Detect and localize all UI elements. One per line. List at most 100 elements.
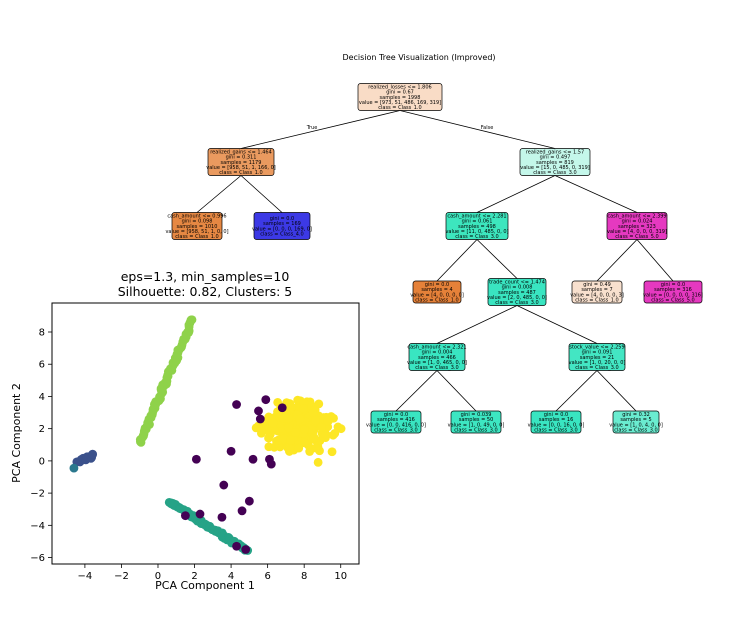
cluster-point	[336, 424, 346, 434]
tree-node-line: class = Class_3.0	[575, 365, 618, 371]
cluster-point	[232, 541, 241, 551]
tree-edge-n6-n9	[596, 239, 638, 282]
cluster-point	[314, 399, 324, 409]
tree-node-line: gini = 0.0	[384, 412, 408, 418]
y-tick-label: −2	[30, 489, 45, 500]
y-tick-label: −4	[30, 521, 45, 532]
tree-edge-n12-n15	[555, 370, 598, 412]
cluster-point	[268, 418, 278, 428]
cluster-point	[266, 459, 276, 469]
tree-node-line: gini = 0.091	[582, 350, 613, 356]
cluster-point	[313, 457, 323, 467]
tree-node-line: value = [1, 0, 4, 0, 0]	[609, 422, 663, 428]
y-tick-label: 4	[39, 392, 45, 403]
tree-node-line: gini = 0.0	[544, 412, 568, 418]
tree-node-box	[171, 212, 223, 240]
tree-node-box	[487, 278, 547, 306]
tree-node-line: value = [11, 0, 485, 0, 0]	[445, 229, 508, 235]
tree-node-line: value = [973, 51, 486, 169, 319]	[359, 100, 441, 106]
cluster-point	[290, 428, 300, 437]
tree-node-line: cash_amount <= 2.321	[407, 344, 466, 350]
y-axis-label: PCA Component 2	[10, 383, 23, 483]
tree-node-line: cash_amount <= 2.281	[447, 213, 506, 219]
cluster-point	[277, 403, 287, 413]
cluster-point	[330, 428, 340, 438]
tree-node-box	[412, 280, 462, 304]
tree-node-line: stock_value <= 2.259	[569, 344, 624, 350]
cluster-point	[255, 414, 265, 424]
tree-node-box	[519, 148, 591, 176]
cluster-point	[217, 512, 227, 522]
cluster-point	[316, 422, 326, 432]
tree-node-line: samples = 498	[458, 224, 496, 230]
cluster-point	[327, 447, 337, 457]
tree-node-line: class = Class_3.0	[454, 428, 497, 434]
tree-edge-n8-n12	[516, 305, 598, 344]
scatter-title-line1: eps=1.3, min_samples=10	[121, 269, 290, 284]
x-tick-label: −4	[78, 571, 93, 582]
cluster-point	[264, 433, 273, 443]
cluster-point	[284, 423, 293, 433]
tree-edge-n12-n16	[596, 370, 637, 412]
tree-node-box	[408, 343, 466, 371]
tree-node-box	[571, 280, 623, 304]
tree-title: Decision Tree Visualization (Improved)	[342, 53, 495, 62]
tree-node-line: class = Class_3.0	[614, 428, 657, 434]
tree-node-line: gini = 0.098	[182, 219, 213, 225]
tree-node-line: samples = 169	[263, 221, 301, 227]
y-tick-label: −6	[30, 553, 45, 564]
cluster-point	[321, 429, 331, 439]
cluster-point	[256, 428, 266, 438]
tree-node-line: value = [958, 51, 1, 0, 0]	[165, 229, 228, 235]
tree-node-box	[207, 148, 275, 176]
tree-node-line: gini = 0.0	[270, 216, 294, 222]
dbscan-scatter-plot: eps=1.3, min_samples=10 Silhouette: 0.82…	[10, 269, 360, 592]
tree-edge-n5-n8	[476, 239, 518, 279]
tree-node-line: cash_amount <= 0.996	[167, 213, 226, 219]
edge-label-false: False	[481, 125, 494, 131]
tree-node-line: gini = 0.004	[422, 350, 453, 356]
tree-edge-n6-n10	[636, 239, 674, 282]
tree-node-line: gini = 0.497	[540, 155, 571, 161]
tree-edge-n0-n2	[399, 110, 556, 149]
cluster-point	[279, 434, 289, 444]
tree-node-box	[530, 410, 582, 434]
tree-node-line: class = Class_3.0	[374, 428, 417, 434]
tree-node-line: samples = 50	[459, 417, 494, 423]
tree-node-line: gini = 0.061	[462, 219, 493, 225]
tree-node-line: value = [1, 0, 49, 0, 0]	[448, 422, 505, 428]
tree-node-line: gini = 0.0	[425, 282, 449, 288]
cluster-point	[311, 415, 320, 425]
tree-node-line: gini = 0.49	[583, 282, 611, 288]
cluster-point	[187, 315, 197, 325]
tree-edge-n11-n14	[436, 370, 477, 412]
tree-node-box	[445, 212, 509, 240]
x-tick-label: 6	[264, 571, 270, 582]
cluster-point	[244, 496, 254, 506]
tree-node-box	[370, 410, 422, 434]
tree-node-box	[612, 410, 660, 434]
tree-node-box	[568, 343, 626, 371]
cluster-point	[180, 511, 190, 521]
y-tick-label: 0	[39, 456, 45, 467]
cluster-point	[298, 403, 308, 413]
tree-node-line: class = Class_3.0	[534, 428, 577, 434]
tree-node-line: samples = 1179	[221, 160, 262, 166]
tree-node-line: value = [958, 51, 1, 166, 0]	[206, 165, 276, 171]
tree-node-line: class = Class_1.0	[175, 234, 218, 240]
tree-node-line: class = Class_3.0	[415, 365, 458, 371]
tree-node-line: samples = 4	[421, 287, 452, 293]
cluster-point	[69, 463, 79, 473]
tree-edge-n2-n6	[554, 175, 638, 213]
cluster-point	[195, 509, 205, 519]
tree-node-line: samples = 5	[620, 417, 651, 423]
x-tick-label: 10	[334, 571, 347, 582]
tree-edge-n0-n1	[240, 110, 401, 149]
